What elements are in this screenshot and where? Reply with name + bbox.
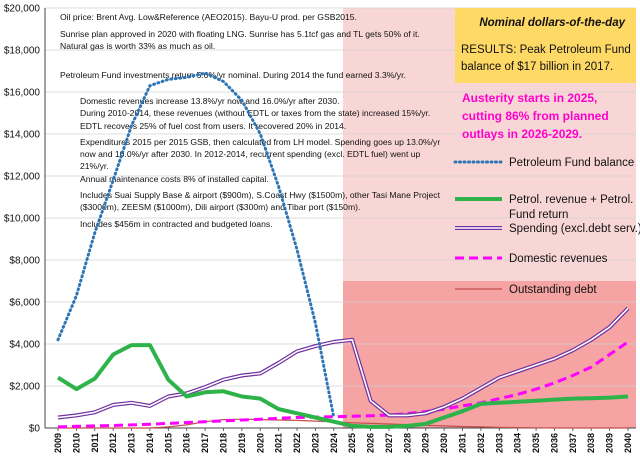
legend-label-spending: Spending (excl.debt serv.)	[509, 223, 640, 235]
y-tick-label: $18,000	[4, 46, 41, 57]
x-tick-label: 2039	[605, 433, 615, 453]
series-line-spending-inner	[57, 307, 629, 419]
assumption-10: 21%/yr.	[80, 161, 109, 171]
x-tick-label: 2014	[145, 433, 155, 453]
series-line-fund	[56, 71, 336, 419]
assumption-2: Sunrise plan approved in 2020 with float…	[60, 29, 420, 39]
austerity-line-2: cutting 86% from planned	[462, 109, 609, 123]
x-tick-label: 2031	[458, 433, 468, 453]
legend-label-fund: Petroleum Fund balance	[509, 157, 634, 169]
x-tick-label: 2016	[182, 433, 192, 453]
results-line-2: balance of $17 billion in 2017.	[461, 61, 613, 73]
legend-label-revenue: Fund return	[509, 209, 568, 221]
assumption-12: Includes Suai Supply Base & airport ($90…	[80, 190, 441, 200]
x-tick-label: 2033	[494, 433, 504, 453]
assumption-6: During 2010-2014, these revenues (withou…	[80, 108, 430, 118]
assumption-4: Petroleum Fund investments return 5.0%/y…	[60, 70, 406, 80]
x-tick-label: 2011	[90, 433, 100, 453]
y-tick-label: $2,000	[9, 382, 40, 393]
assumption-9: now and 10.0%/yr after 2030. In 2012-201…	[80, 149, 421, 159]
austerity-line-1: Austerity starts in 2025,	[462, 91, 597, 105]
legend-label-domestic: Domestic revenues	[509, 253, 608, 265]
series-line-revenue	[56, 343, 629, 429]
x-axis-ticks: 2009 2010 2011 2012 2013 2014 2015 2016 2017 2018…	[53, 428, 633, 453]
x-tick-label: 2012	[108, 433, 118, 453]
series-line-domestic	[57, 340, 629, 429]
assumption-7: EDTL recovers 25% of fuel cost from user…	[80, 121, 346, 131]
assumptions-block: Oil price: Brent Avg. Low&Reference (AEO…	[60, 12, 441, 229]
x-tick-label: 2036	[549, 433, 559, 453]
x-tick-label: 2029	[421, 433, 431, 453]
nominal-badge: Nominal dollars-of-the-day RESULTS: Peak…	[455, 8, 636, 83]
x-tick-label: 2013	[127, 433, 137, 453]
x-tick-label: 2018	[218, 433, 228, 453]
y-tick-label: $4,000	[9, 340, 40, 351]
x-tick-label: 2035	[531, 433, 541, 453]
x-tick-label: 2023	[310, 433, 320, 453]
austerity-note: Austerity starts in 2025, cutting 86% fr…	[462, 91, 609, 141]
y-tick-label: $20,000	[4, 4, 41, 15]
x-tick-label: 2032	[476, 433, 486, 453]
legend-label-debt: Outstanding debt	[509, 284, 597, 296]
nominal-badge-background	[455, 8, 636, 83]
results-line-1: RESULTS: Peak Petroleum Fund	[461, 44, 631, 56]
austerity-region-dark	[343, 281, 636, 428]
x-tick-label: 2025	[347, 433, 357, 453]
y-tick-label: $14,000	[4, 130, 41, 141]
x-tick-label: 2034	[513, 433, 523, 453]
assumption-5: Domestic revenues increase 13.8%/yr now …	[80, 96, 339, 106]
x-tick-label: 2017	[200, 433, 210, 453]
y-tick-label: $0	[29, 424, 41, 435]
assumption-11: Annual maintenance costs 8% of installed…	[80, 174, 269, 184]
assumption-3: Natural gas is worth 33% as much as oil.	[60, 41, 215, 51]
x-tick-label: 2024	[329, 433, 339, 453]
legend-label-revenue: Petrol. revenue + Petrol.	[509, 194, 633, 206]
x-tick-label: 2027	[384, 433, 394, 453]
y-axis-ticks: $0 $2,000 $4,000 $6,000 $8,000 $10,000 $12,000…	[4, 4, 41, 435]
x-tick-label: 2028	[402, 433, 412, 453]
x-tick-label: 2019	[237, 433, 247, 453]
x-tick-label: 2015	[163, 433, 173, 453]
y-tick-label: $6,000	[9, 298, 40, 309]
legend: Petroleum Fund balance Petrol. revenue + …	[453, 157, 640, 296]
x-tick-label: 2010	[71, 433, 81, 453]
x-tick-label: 2037	[568, 433, 578, 453]
y-tick-label: $12,000	[4, 172, 41, 183]
x-tick-label: 2026	[366, 433, 376, 453]
y-tick-label: $8,000	[9, 256, 40, 267]
x-tick-label: 2030	[439, 433, 449, 453]
y-tick-label: $10,000	[4, 214, 41, 225]
x-tick-label: 2020	[255, 433, 265, 453]
y-tick-label: $16,000	[4, 88, 41, 99]
series-lines	[56, 71, 630, 429]
x-tick-label: 2038	[586, 433, 596, 453]
assumption-13: ($3000m), ZEESM ($1000m), Dili airport (…	[80, 202, 360, 212]
assumption-1: Oil price: Brent Avg. Low&Reference (AEO…	[60, 12, 357, 22]
nominal-badge-text: Nominal dollars-of-the-day	[479, 17, 625, 29]
x-tick-label: 2021	[274, 433, 284, 453]
x-tick-label: 2022	[292, 433, 302, 453]
austerity-line-3: outlays in 2026-2029.	[462, 127, 582, 141]
assumption-14: Includes $456m in contracted and budgete…	[80, 219, 273, 229]
x-tick-label: 2040	[623, 433, 633, 453]
assumption-8: Expenditures 2015 per 2015 GSB, then cal…	[80, 137, 440, 147]
x-tick-label: 2009	[53, 433, 63, 453]
